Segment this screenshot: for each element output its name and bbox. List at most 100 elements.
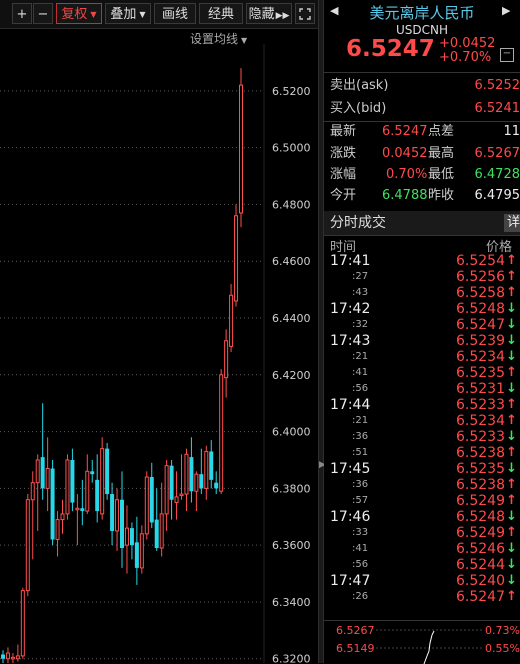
last-price: 6.5247 <box>346 36 435 62</box>
candle-body <box>165 466 168 514</box>
candle-body <box>90 471 94 474</box>
detail-button[interactable]: 详 <box>504 214 520 232</box>
spread-label: 点差 <box>428 122 454 142</box>
candlestick-svg: 6.52006.50006.48006.46006.44006.42006.40… <box>0 44 318 663</box>
pct-value: 0.70% <box>386 165 427 185</box>
price-tick-label: 6.3400 <box>272 596 311 609</box>
collapse-button[interactable]: − <box>500 48 514 62</box>
tick-price: 6.5240 <box>456 573 505 589</box>
candle-body <box>36 460 39 483</box>
tick-time: :21 <box>352 349 368 365</box>
instrument-name: 美元离岸人民币 <box>324 2 520 23</box>
tick-price: 6.5247 <box>456 589 505 605</box>
arrow-down-icon: ↓ <box>506 509 517 525</box>
arrow-down-icon: ↓ <box>506 541 517 557</box>
price-tick-label: 6.4800 <box>272 198 311 211</box>
overlay-dropdown[interactable]: 叠加▼ <box>105 3 151 24</box>
tick-price: 6.5235 <box>456 365 505 381</box>
prev-close-value: 6.4795 <box>475 186 520 206</box>
tick-price: 6.5249 <box>456 525 505 541</box>
arrow-down-icon: ↓ <box>506 429 517 445</box>
price-tick-label: 6.4600 <box>272 255 311 268</box>
price-tick-label: 6.5000 <box>272 142 311 155</box>
quote-panel: ◀ ▶ 美元离岸人民币 USDCNH 6.5247 +0.0452 +0.70%… <box>324 0 520 663</box>
bid-label: 买入(bid) <box>330 98 386 119</box>
collapse-grip-icon[interactable]: ▶ <box>319 458 323 472</box>
tick-price: 6.5248 <box>456 301 505 317</box>
tick-time: :26 <box>352 589 368 605</box>
candle-body <box>26 500 29 591</box>
mini-sparkline <box>324 621 520 664</box>
candle-body <box>110 494 114 531</box>
hide-button[interactable]: 隐藏▶▶ <box>246 3 292 24</box>
tab-time-and-sales[interactable]: 分时成交 <box>330 211 386 235</box>
adjust-label: 复权 <box>61 7 87 22</box>
tick-time: 17:41 <box>330 253 370 269</box>
caret-down-icon: ▼ <box>139 10 145 19</box>
tick-time: :43 <box>352 285 368 301</box>
arrow-down-icon: ↓ <box>506 557 517 573</box>
candle-body <box>195 474 198 491</box>
arrow-up-icon: ↑ <box>506 397 517 413</box>
bid-row: 买入(bid) 6.5241 <box>324 98 520 119</box>
candle-body <box>116 500 119 531</box>
draw-line-button[interactable]: 画线 <box>154 3 196 24</box>
candle-body <box>214 483 218 489</box>
arrow-down-icon: ↓ <box>506 317 517 333</box>
candle-body <box>160 514 163 548</box>
arrow-up-icon: ↑ <box>506 477 517 493</box>
candle-body <box>16 656 19 659</box>
tick-price: 6.5254 <box>456 253 505 269</box>
tick-time: :32 <box>352 317 368 333</box>
arrow-down-icon: ↓ <box>506 573 517 589</box>
ask-row: 卖出(ask) 6.5252 <box>324 75 520 96</box>
tick-time: 17:43 <box>330 333 370 349</box>
candle-body <box>150 477 154 522</box>
price-change: +0.0452 +0.70% <box>439 37 495 65</box>
ask-value: 6.5252 <box>475 75 520 96</box>
candle-body <box>21 591 24 656</box>
zoom-in-button[interactable]: + <box>12 3 32 24</box>
candle-body <box>135 542 139 568</box>
open-label: 今开 <box>330 186 356 206</box>
bid-value: 6.5241 <box>475 98 520 119</box>
tick-time: :57 <box>352 493 368 509</box>
price-tick-label: 6.4000 <box>272 426 311 439</box>
spread-value: 11 <box>503 122 520 142</box>
fullscreen-button[interactable] <box>295 3 315 24</box>
classic-button[interactable]: 经典 <box>199 3 243 24</box>
candle-body <box>130 528 134 545</box>
price-tick-label: 6.3600 <box>272 539 311 552</box>
tick-time: :27 <box>352 269 368 285</box>
arrow-down-icon: ↓ <box>506 301 517 317</box>
prev-close-label: 昨收 <box>428 186 454 206</box>
tick-time: :51 <box>352 445 368 461</box>
zoom-out-button[interactable]: − <box>33 3 53 24</box>
tick-price: 6.5234 <box>456 413 505 429</box>
tick-time: 17:42 <box>330 301 370 317</box>
candle-body <box>140 534 143 568</box>
pct-label: 涨幅 <box>330 165 356 185</box>
high-value: 6.5267 <box>475 144 520 164</box>
adjust-dropdown[interactable]: 复权▼ <box>56 3 102 24</box>
arrow-up-icon: ↑ <box>506 365 517 381</box>
tick-row: 17:42 6.5248↓ <box>324 301 520 317</box>
chart-toolbar: + − 复权▼ 叠加▼ 画线 经典 隐藏▶▶ <box>0 0 318 29</box>
candle-body <box>80 508 84 511</box>
tick-price: 6.5238 <box>456 477 505 493</box>
price-tick-label: 6.4400 <box>272 312 311 325</box>
candle-body <box>46 468 49 488</box>
change-value: +0.0452 <box>439 37 495 51</box>
tick-time: :41 <box>352 541 368 557</box>
tick-price: 6.5244 <box>456 557 505 573</box>
